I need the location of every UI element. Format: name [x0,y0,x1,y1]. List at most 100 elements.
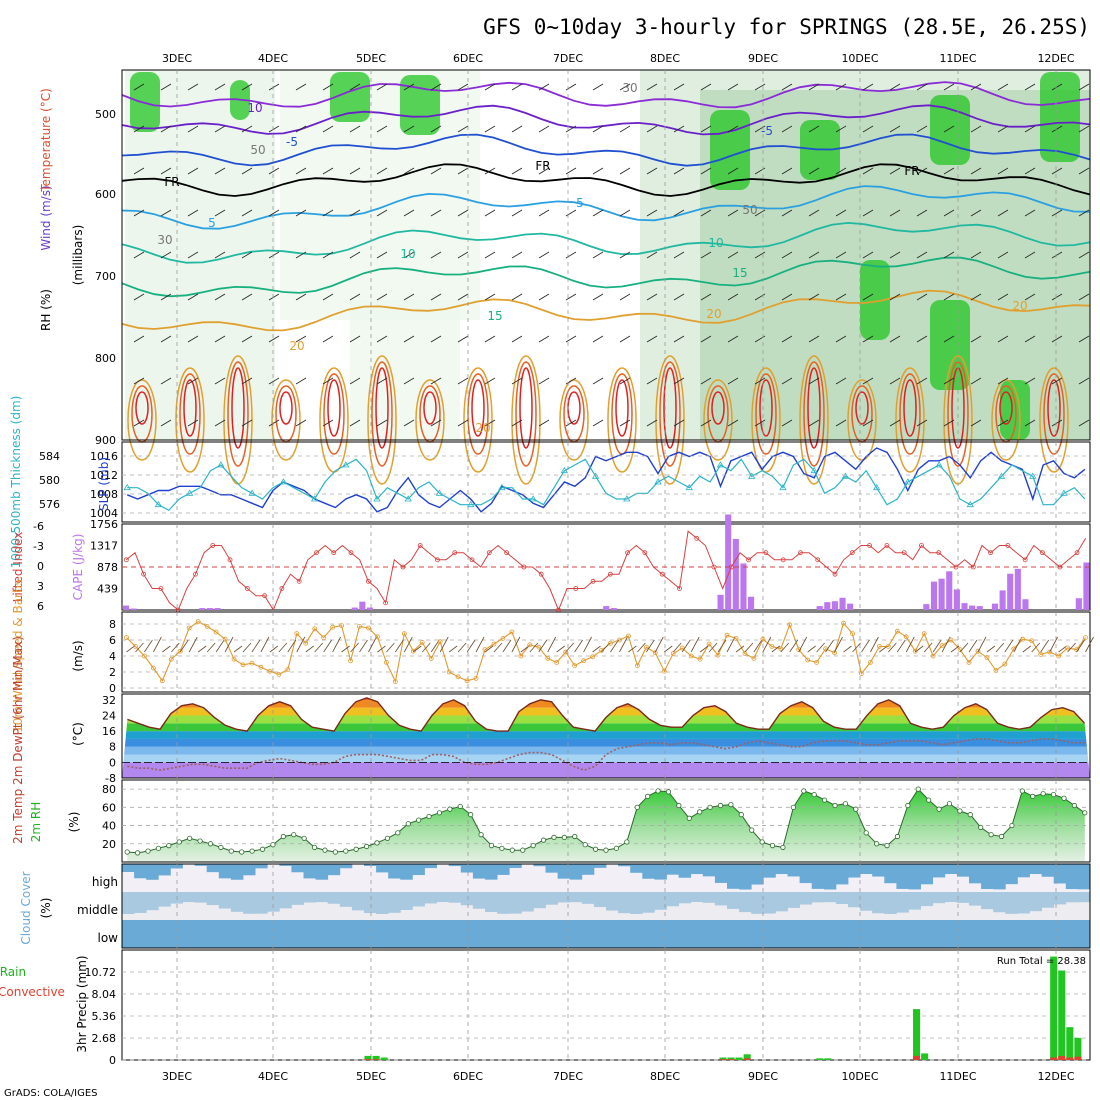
wind-barb-5-30 [943,293,955,301]
wind-barb-0-23 [754,83,766,91]
wind-barb10-81 [852,642,861,653]
wind-barb-3-19 [646,209,658,217]
wind-barb-5-3 [214,293,226,301]
warm-loop-1-2 [183,379,197,437]
rh-point-78 [936,806,942,812]
precip-conv-bar-75 [727,1059,735,1060]
wind-barb10-53 [601,642,610,653]
bottom-day-label-7: 10DEC [841,1070,878,1083]
temp-tick-0: 32 [102,694,116,707]
wind-barb-5-10 [403,293,415,301]
cape-bar-106 [930,581,938,610]
wind-barb10-67 [726,636,736,653]
rh-point-86 [1019,788,1025,794]
wind-barb-6-17 [592,335,604,343]
wind-barb-2-10 [403,167,415,175]
wind-barb-1-30 [943,125,955,133]
cloud-high-72 [993,864,1006,890]
wind-point-5 [168,656,174,662]
wind-barb-4-10 [403,251,415,259]
lifted-point-88 [884,543,890,548]
wind-point-26 [357,624,362,629]
wind-point-95 [975,648,981,654]
warm-loop-18-2 [999,391,1013,425]
cloud-low-40 [606,920,619,948]
wind-barb-3-33 [1024,209,1036,217]
wind-barb-3-10 [403,209,415,217]
wind-barb-6-6 [295,335,307,343]
rh2m-label: 2m RH [29,802,43,843]
wind-frame [121,611,1091,693]
rh-point-18 [311,844,318,851]
cape-bar-118 [1022,599,1029,610]
wind-barb-8-13 [484,419,496,427]
wind-barb-7-32 [997,377,1009,385]
lifted-point-52 [573,586,579,591]
wind-barb10-17 [278,642,288,653]
lifted-point-10 [210,543,216,548]
lifted-point-28 [365,578,371,584]
cloud-low-66 [920,920,934,948]
temp-band-7 [122,707,1090,716]
wind-point-100 [1020,636,1026,642]
warm-loop-5-1 [371,361,393,467]
warm-loop-11-2 [663,367,677,449]
wind-barb10-4 [162,645,171,653]
wind-barb10-64 [699,645,709,653]
thickness-point-51 [654,478,662,485]
wind-barb10-14 [251,639,261,653]
wind-barb-2-27 [862,167,874,175]
top-day-label-4: 7DEC [553,52,583,65]
wind-barb-6-16 [565,335,577,343]
cloud-low-30 [485,920,498,948]
wind-point-12 [231,656,237,662]
wind-tick-1: 6 [109,634,116,647]
precip-conv-bar-74 [719,1059,727,1060]
lifted-point-36 [435,557,440,563]
wind-barb-6-10 [403,335,415,343]
bottom-day-label-4: 7DEC [553,1070,583,1083]
rh-point-66 [811,791,817,798]
rh-high-blob-9 [930,300,970,390]
rh-point-82 [978,824,984,830]
cloud-low-14 [291,920,304,948]
thickness-point-15 [279,478,288,485]
rh-point-75 [905,802,911,809]
wind-point-64 [697,656,703,662]
wind-barb-2-21 [700,167,712,175]
wind-barb10-10 [215,639,225,653]
wind-point-41 [491,641,497,647]
wind-barb-3-29 [916,209,928,217]
wind-barb10-92 [950,645,960,653]
wind-barb-2-15 [538,167,550,175]
thickness-point-9 [217,461,225,468]
wind-point-53 [599,648,604,653]
precip-panel: 10.72 8.04 5.36 2.68 0 [85,949,1091,1067]
wind-barb-0-28 [889,83,901,91]
wind-barb-1-15 [538,125,550,133]
rh-point-57 [717,802,724,809]
wind-barb-4-21 [700,251,712,259]
rh-point-89 [1050,791,1057,798]
wind-barb-3-17 [592,209,604,217]
cloud-low-68 [944,920,958,948]
wind-barb-4-24 [781,251,793,259]
cloud-level-high: high [92,875,118,889]
cape-bar-114 [991,603,999,610]
rh-point-46 [603,847,609,853]
wind-barb10-13 [242,642,252,653]
cloud-high-49 [714,864,728,883]
wind-point-29 [384,660,389,665]
wind-barb-5-18 [619,293,631,301]
wind-barb-8-24 [781,419,793,427]
wind-barb-5-14 [511,293,523,301]
cloud-low-78 [1065,920,1079,948]
wind-barb-5-19 [646,293,658,301]
wind-point-83 [868,660,873,665]
wind-barb-0-19 [646,83,658,91]
rh-point-5 [176,839,182,845]
wind-point-31 [401,631,407,636]
contour-label-13: 20 [475,421,490,435]
wind-barb-4-3 [214,251,226,259]
wind-barb10-26 [359,639,368,653]
